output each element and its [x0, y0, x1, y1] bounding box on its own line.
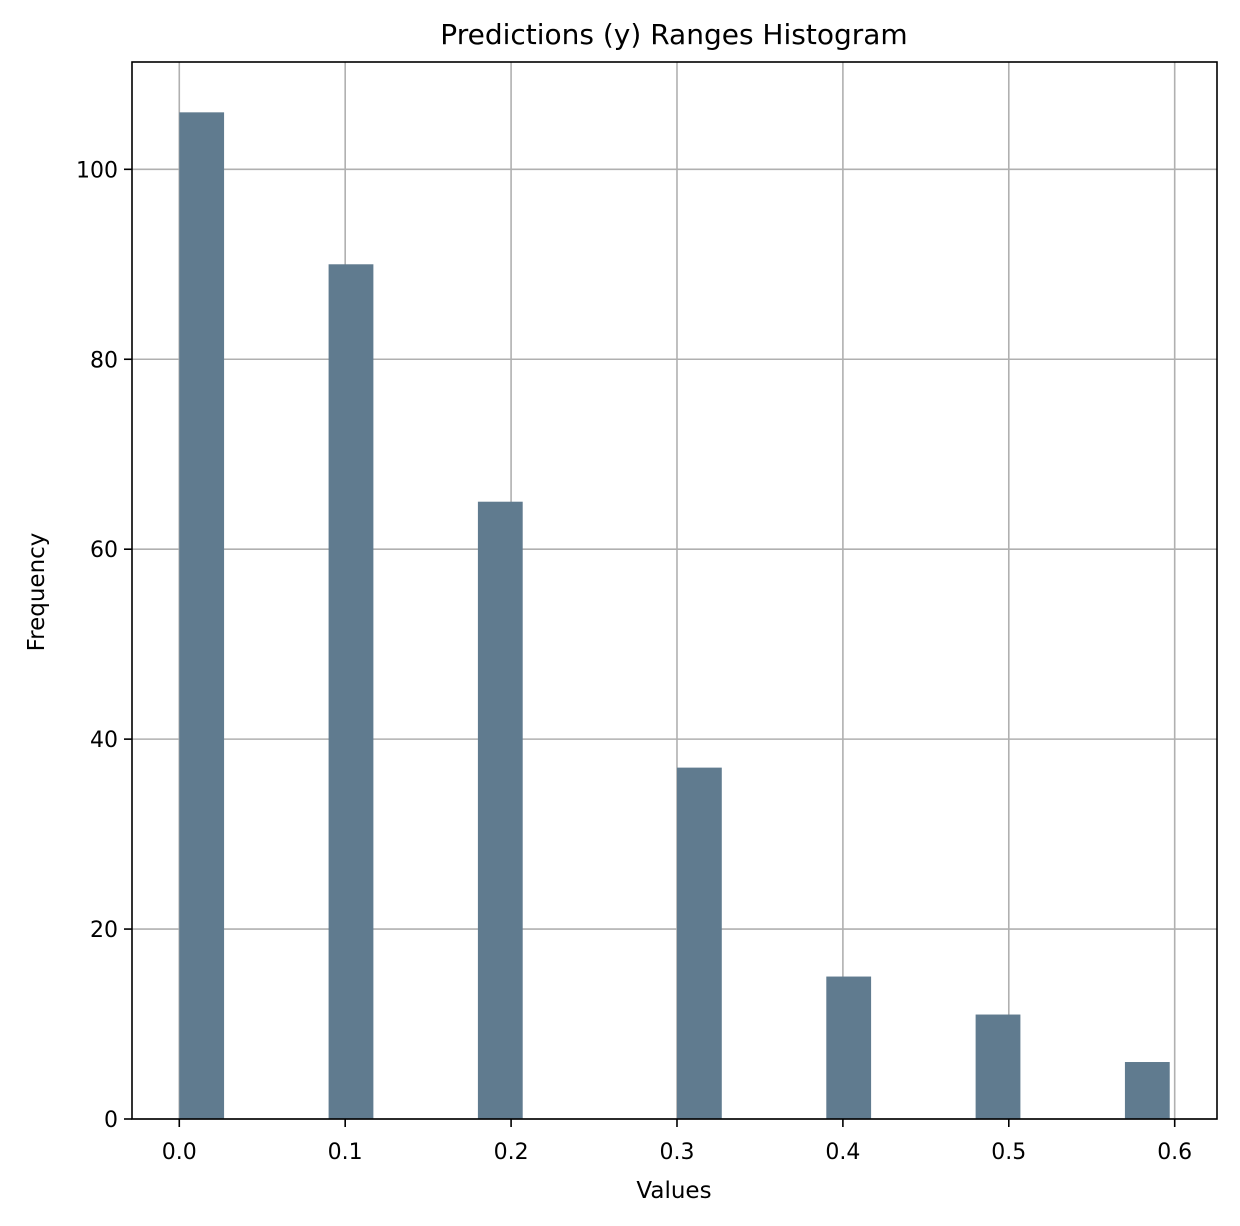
histogram-bar	[1124, 1062, 1170, 1119]
y-tick-label: 0	[104, 1108, 118, 1133]
histogram-bar	[179, 112, 225, 1120]
grid	[132, 62, 1217, 1120]
y-tick-label: 40	[90, 728, 118, 753]
y-tick-label: 80	[90, 348, 118, 373]
x-tick-label: 0.3	[659, 1140, 694, 1165]
bars	[179, 112, 1170, 1120]
histogram-bar	[975, 1014, 1021, 1119]
x-tick-label: 0.6	[1157, 1140, 1192, 1165]
chart-title: Predictions (y) Ranges Histogram	[440, 18, 907, 51]
histogram-bar	[676, 767, 722, 1119]
y-tick-label: 20	[90, 918, 118, 943]
histogram-bar	[826, 976, 872, 1119]
x-tick-label: 0.4	[825, 1140, 860, 1165]
histogram-bar	[477, 501, 523, 1119]
histogram-bar	[328, 264, 374, 1119]
y-tick-label: 60	[90, 538, 118, 563]
x-axis-label: Values	[636, 1178, 711, 1204]
y-axis-ticks: 0 20 40 60 80 100	[76, 158, 132, 1133]
x-tick-label: 0.2	[494, 1140, 529, 1165]
y-tick-label: 100	[76, 158, 118, 183]
x-axis-ticks: 0.0 0.1 0.2 0.3 0.4 0.5 0.6	[162, 1119, 1192, 1165]
plot-frame	[131, 61, 1218, 1120]
x-tick-label: 0.5	[991, 1140, 1026, 1165]
y-axis-label: Frequency	[24, 533, 50, 652]
x-tick-label: 0.1	[328, 1140, 363, 1165]
x-tick-label: 0.0	[162, 1140, 197, 1165]
